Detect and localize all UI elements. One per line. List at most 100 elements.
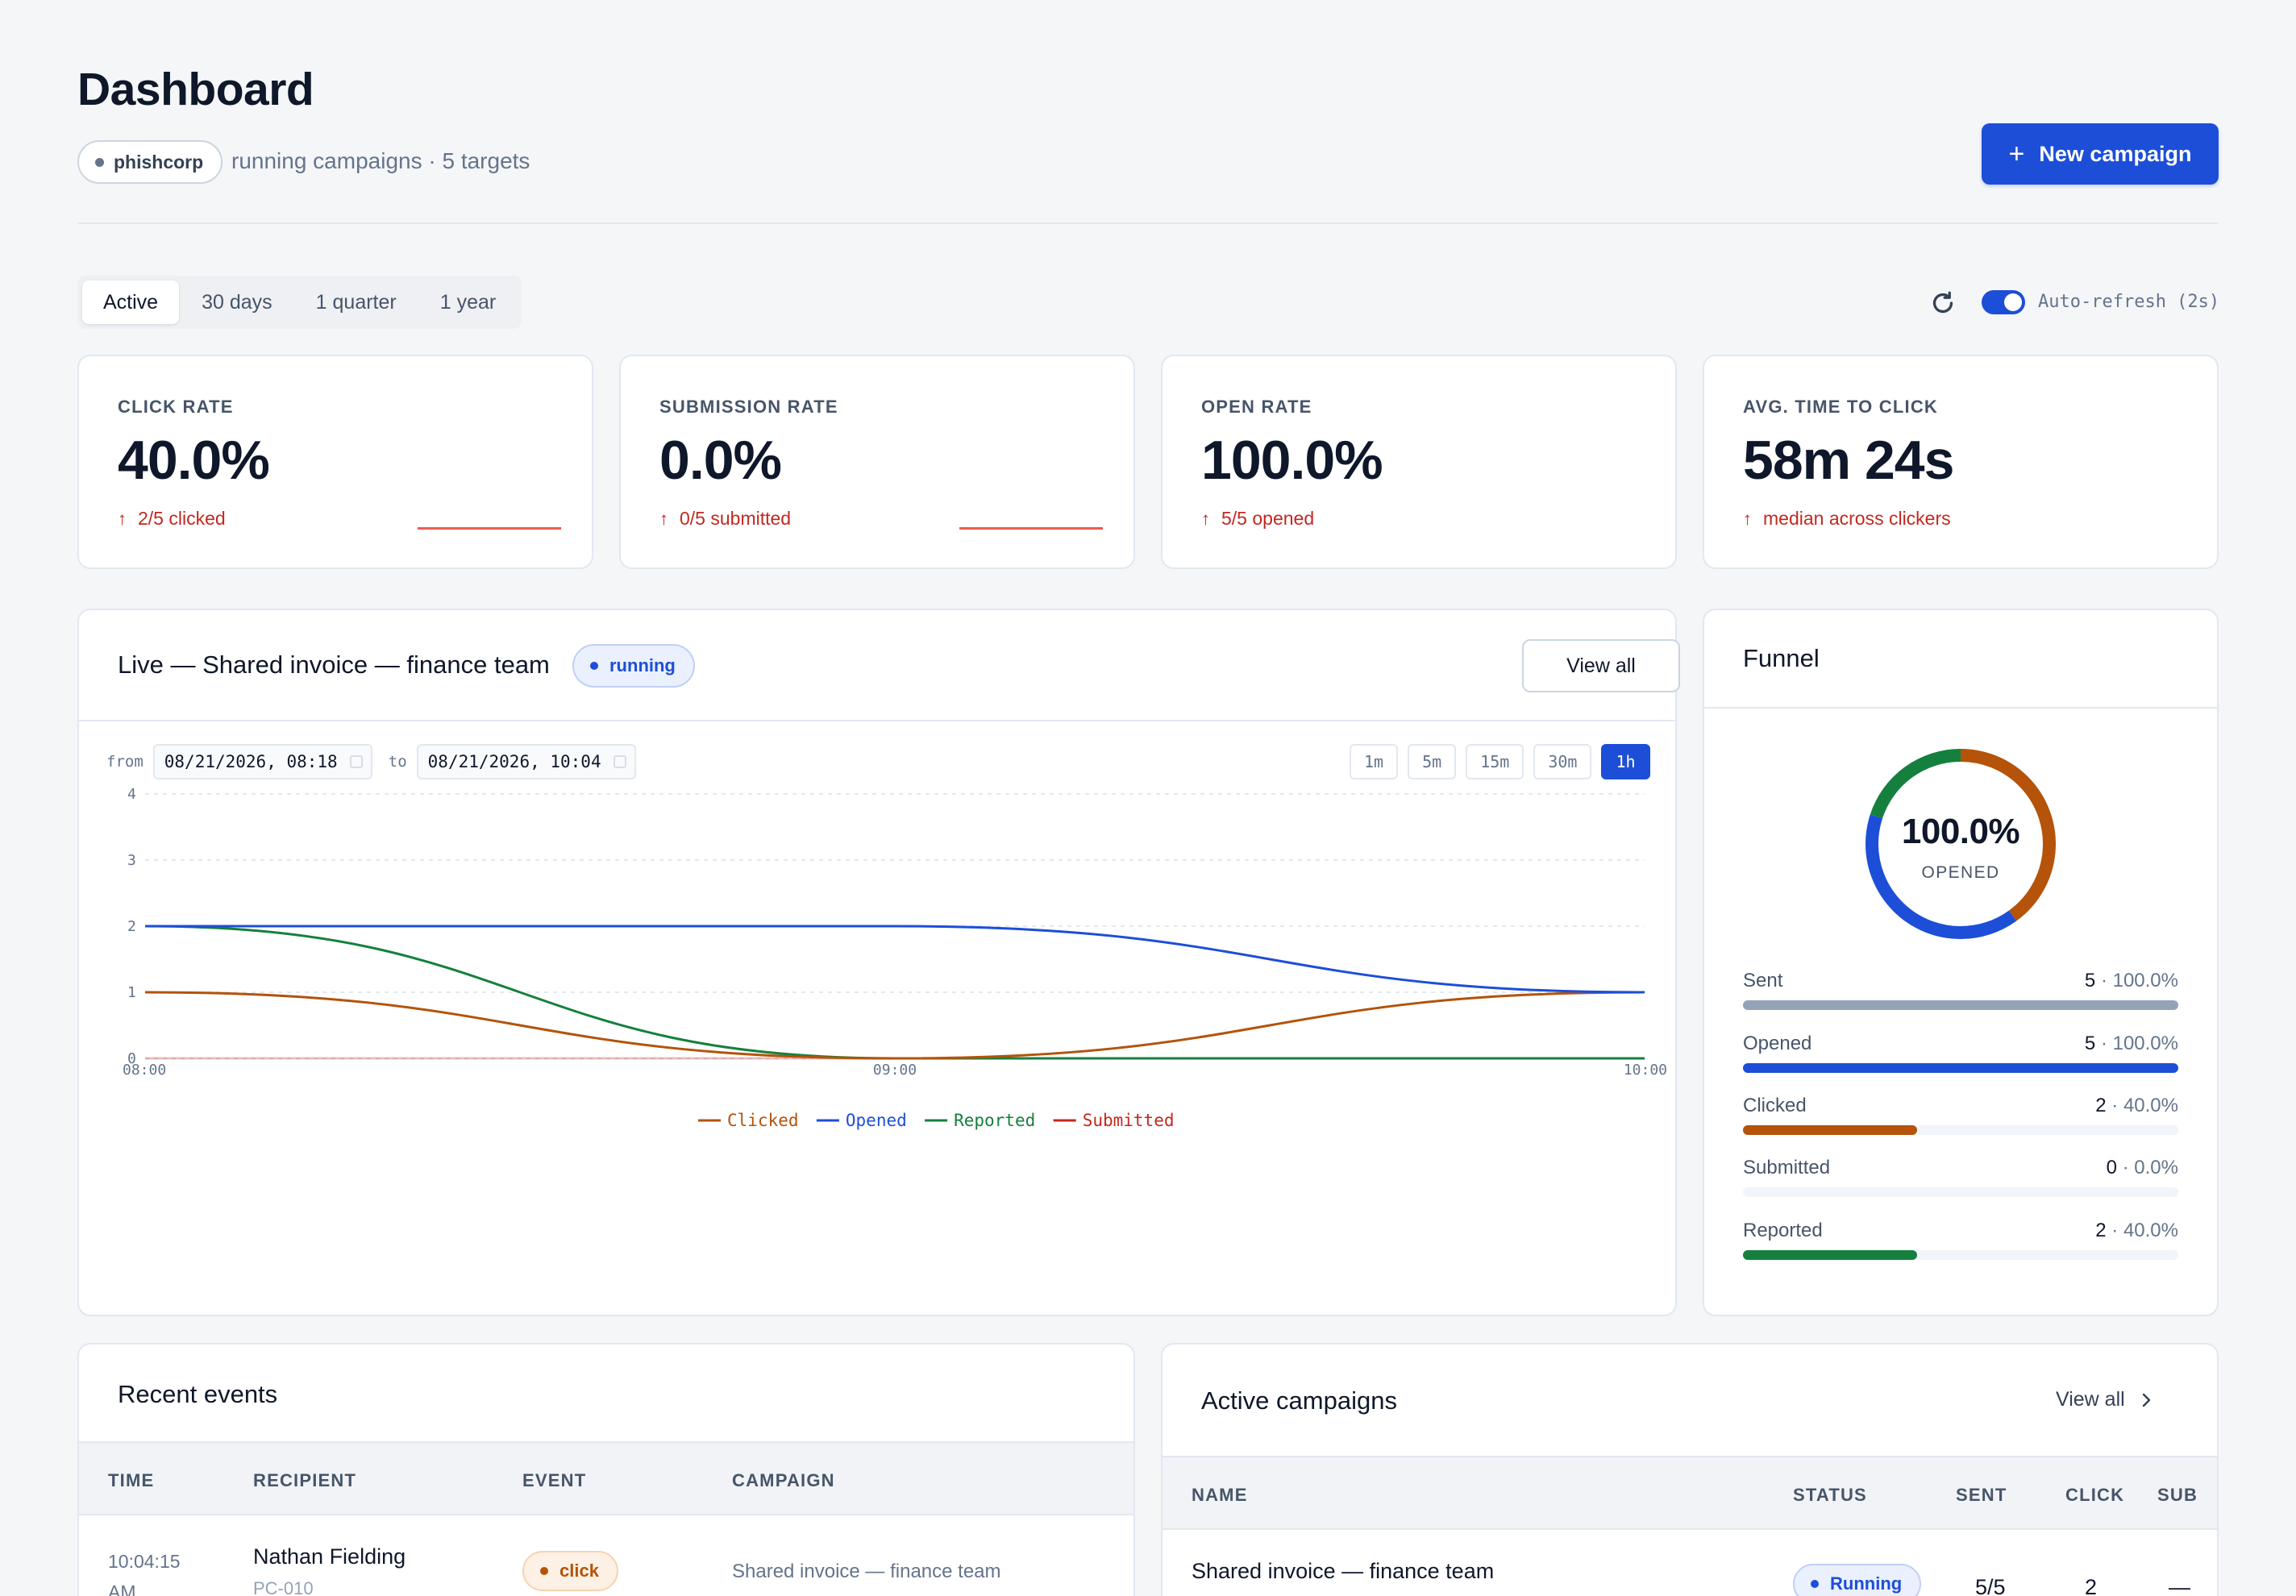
to-date-input[interactable]: 08/21/2026, 10:04	[416, 744, 636, 779]
funnel-bar	[1743, 1250, 1917, 1260]
org-dot-icon	[95, 157, 104, 167]
stat-delta: ↑ median across clickers	[1743, 508, 1951, 530]
col-recipient: RECIPIENT	[253, 1470, 357, 1490]
funnel-row-value: 5 · 100.0%	[2085, 970, 2178, 992]
funnel-row-count: 5	[2084, 970, 2096, 991]
funnel-track	[1743, 1125, 2178, 1135]
funnel-row-pct: · 40.0%	[2111, 1220, 2178, 1241]
legend-label: Opened	[846, 1111, 907, 1130]
funnel-track	[1743, 1250, 2178, 1260]
live-line-chart: 0 1 2 3 4 08:00 09:00 10:00 Clicked Opened Reporte…	[123, 786, 1667, 1130]
stat-delta-text: median across clickers	[1763, 508, 1951, 529]
legend-item-reported[interactable]: Reported	[925, 1111, 1035, 1130]
y-tick-label: 0	[127, 1050, 136, 1067]
campaigns-view-all-link[interactable]: View all	[2056, 1388, 2152, 1411]
legend-item-clicked[interactable]: Clicked	[698, 1111, 799, 1130]
event-time: 10:04:15 AM	[108, 1551, 181, 1596]
view-all-button[interactable]: View all	[1522, 639, 1680, 692]
funnel-row-value: 2 · 40.0%	[2095, 1095, 2178, 1117]
stat-label: CLICK RATE	[118, 397, 234, 417]
chevron-right-icon	[2142, 1393, 2150, 1407]
event-campaign: Shared invoice — finance team	[732, 1561, 1001, 1582]
campaign-status: Running	[1830, 1573, 1903, 1594]
live-chart-card: Live — Shared invoice — finance team run…	[77, 609, 1680, 1316]
calendar-icon[interactable]	[349, 755, 363, 768]
auto-refresh-label: Auto-refresh (2s)	[2038, 292, 2220, 312]
funnel-row-label: Submitted	[1743, 1157, 1831, 1178]
x-tick-label: 08:00	[123, 1062, 166, 1079]
funnel-row-pct: · 0.0%	[2122, 1157, 2178, 1178]
page-title: Dashboard	[77, 64, 314, 115]
active-campaigns-card: Active campaigns View all NAME STATUS SE…	[1161, 1343, 2219, 1596]
col-status: STATUS	[1793, 1485, 1867, 1505]
funnel-row-label: Sent	[1743, 970, 1783, 991]
tab-1-quarter[interactable]: 1 quarter	[315, 290, 397, 314]
stat-value: 40.0%	[118, 430, 270, 491]
org-badge[interactable]: phishcorp	[77, 140, 223, 184]
stat-delta: ↑ 5/5 opened	[1201, 508, 1314, 530]
calendar-icon[interactable]	[613, 755, 626, 768]
stat-value: 58m 24s	[1743, 430, 1954, 491]
interval-5m[interactable]: 5m	[1408, 744, 1457, 779]
stat-card-click-rate: CLICK RATE 40.0% ↑ 2/5 clicked	[77, 355, 593, 569]
event-type: click	[559, 1561, 599, 1581]
y-tick-label: 2	[127, 918, 136, 935]
refresh-icon[interactable]	[1928, 289, 1957, 318]
tab-1-year[interactable]: 1 year	[439, 290, 497, 314]
funnel-row-value: 0 · 0.0%	[2107, 1157, 2178, 1179]
interval-1h[interactable]: 1h	[1601, 744, 1650, 779]
legend-label: Submitted	[1083, 1111, 1175, 1130]
donut-label: OPENED	[1921, 863, 2000, 882]
interval-30m[interactable]: 30m	[1533, 744, 1592, 779]
new-campaign-button[interactable]: + New campaign	[1982, 123, 2219, 185]
y-tick-label: 3	[127, 852, 136, 869]
stat-delta: ↑ 0/5 submitted	[659, 508, 791, 530]
sparkline	[959, 527, 1103, 530]
y-tick-label: 4	[127, 786, 136, 803]
series-line-clicked	[144, 991, 1645, 1060]
from-date-input[interactable]: 08/21/2026, 08:18	[152, 744, 372, 779]
legend-label: Reported	[954, 1111, 1035, 1130]
status-dot-icon	[1811, 1580, 1819, 1588]
funnel-donut: 100.0% OPENED	[1862, 746, 2059, 942]
legend-item-opened[interactable]: Opened	[816, 1111, 907, 1130]
auto-refresh-toggle[interactable]	[1982, 290, 2025, 314]
sparkline	[418, 527, 561, 530]
arrow-up-icon: ↑	[118, 508, 127, 529]
funnel-row-count: 5	[2084, 1033, 2096, 1054]
funnel-row-count: 2	[2095, 1220, 2107, 1241]
tab-active[interactable]: Active	[82, 281, 180, 324]
date-range: from 08/21/2026, 08:18 to 08/21/2026, 10…	[106, 744, 636, 779]
funnel-track	[1743, 1187, 2178, 1197]
interval-1m[interactable]: 1m	[1350, 744, 1399, 779]
funnel-row-count: 2	[2095, 1095, 2107, 1116]
stat-value: 0.0%	[659, 430, 782, 491]
funnel-row-label: Clicked	[1743, 1095, 1807, 1116]
active-campaigns-title: Active campaigns	[1201, 1386, 1397, 1415]
interval-15m[interactable]: 15m	[1466, 744, 1524, 779]
new-campaign-label: New campaign	[2039, 141, 2192, 166]
stat-label: OPEN RATE	[1201, 397, 1312, 417]
funnel-row-count: 0	[2106, 1157, 2117, 1178]
col-click: CLICK	[2065, 1485, 2125, 1505]
col-sent: SENT	[1956, 1485, 2007, 1505]
series-line-opened	[145, 925, 1645, 994]
donut-segment-opened	[1866, 749, 2056, 939]
from-label: from	[106, 753, 144, 771]
funnel-row-value: 5 · 100.0%	[2085, 1033, 2178, 1055]
campaigns-table-header: NAME STATUS SENT CLICK SUB	[1163, 1456, 2217, 1530]
funnel-card: Funnel 100.0% OPENED Sent 5 · 100.0% Ope…	[1703, 609, 2219, 1316]
stat-value: 100.0%	[1201, 430, 1383, 491]
campaign-name: Shared invoice — finance team	[1192, 1559, 1495, 1583]
page-subtitle: running campaigns · 5 targets	[231, 148, 530, 173]
funnel-track	[1743, 1063, 2178, 1073]
tab-30-days[interactable]: 30 days	[202, 290, 272, 314]
funnel-row-label: Opened	[1743, 1033, 1812, 1054]
arrow-up-icon: ↑	[1743, 508, 1752, 529]
stat-label: AVG. TIME TO CLICK	[1743, 397, 1939, 417]
funnel-bar	[1743, 1125, 1917, 1135]
col-sub: SUB	[2157, 1485, 2198, 1505]
legend-item-submitted[interactable]: Submitted	[1053, 1111, 1175, 1130]
funnel-header: Funnel	[1704, 610, 2217, 709]
to-date-value: 08/21/2026, 10:04	[427, 752, 601, 771]
